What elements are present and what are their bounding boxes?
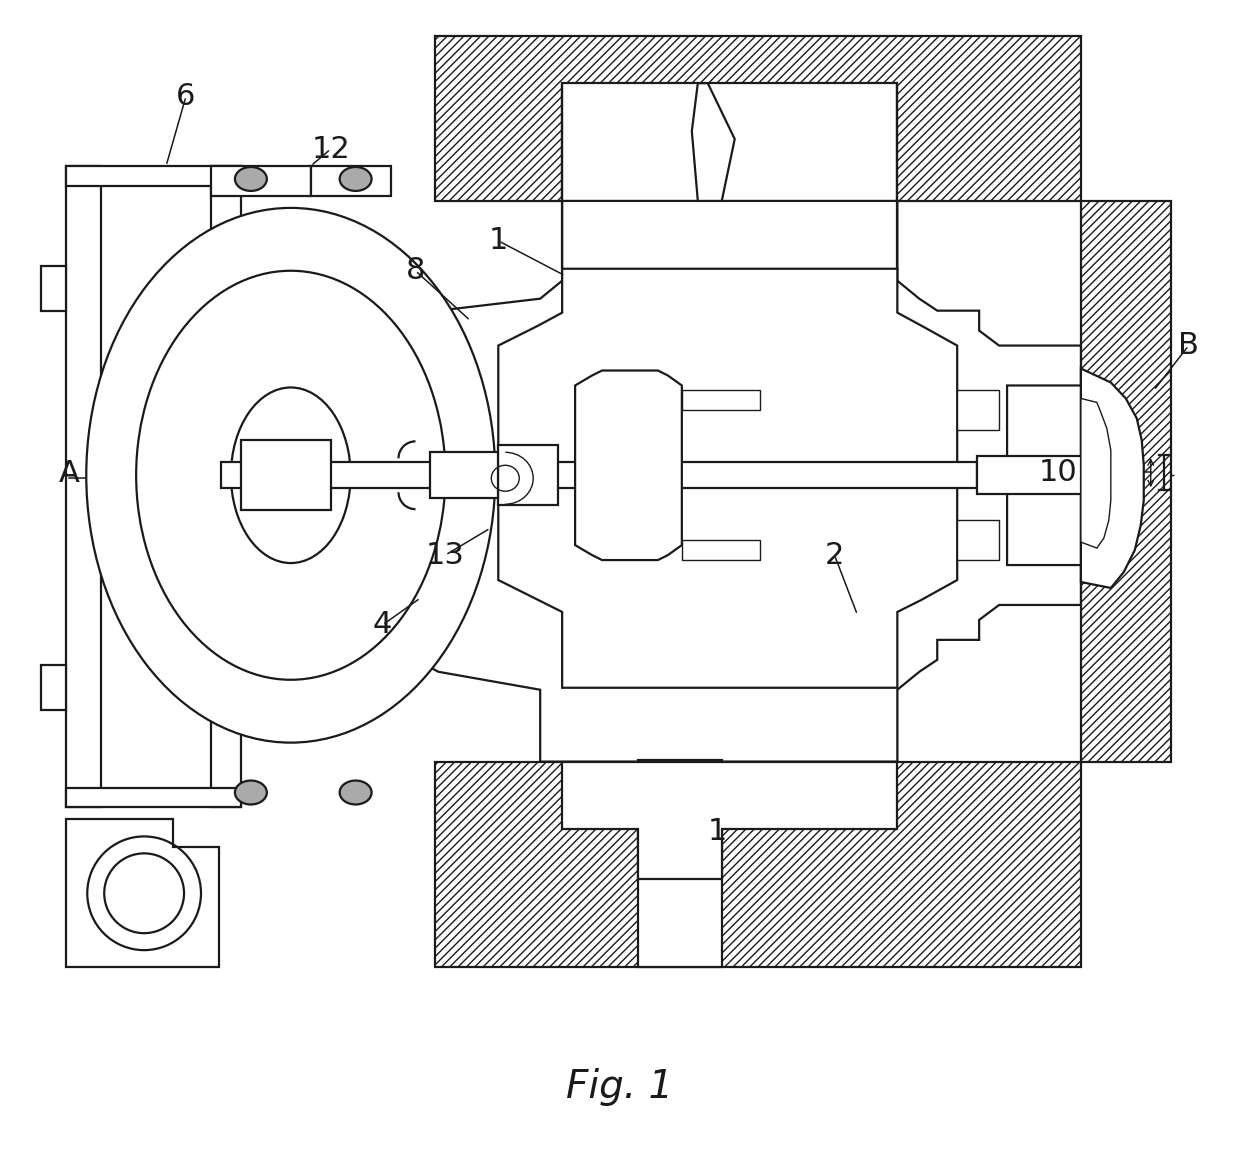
Polygon shape [41,665,66,710]
Polygon shape [66,166,102,808]
Polygon shape [1081,200,1171,762]
Polygon shape [498,445,558,505]
Text: 8: 8 [405,257,425,285]
Text: 1: 1 [489,226,508,255]
Ellipse shape [234,166,267,191]
Text: 1: 1 [708,817,728,846]
Ellipse shape [234,781,267,804]
Text: B: B [1178,331,1199,360]
Polygon shape [682,540,760,560]
Polygon shape [211,166,311,196]
Polygon shape [211,166,241,808]
Polygon shape [1081,368,1143,588]
Polygon shape [1081,398,1111,548]
Polygon shape [637,759,722,967]
Text: Fig. 1: Fig. 1 [567,1068,673,1106]
Text: A: A [58,458,79,488]
Text: 10: 10 [1039,458,1078,486]
Polygon shape [371,200,1081,762]
Polygon shape [221,462,977,489]
Polygon shape [66,166,241,186]
Text: 4: 4 [373,611,392,640]
Polygon shape [692,83,735,200]
Ellipse shape [231,388,351,563]
Polygon shape [562,762,898,879]
Polygon shape [430,452,498,498]
Polygon shape [241,441,331,510]
Polygon shape [977,456,1081,495]
Polygon shape [66,788,241,808]
Polygon shape [435,36,1081,200]
Ellipse shape [87,207,495,743]
Polygon shape [682,390,760,410]
Polygon shape [41,266,66,311]
Polygon shape [957,520,999,560]
Ellipse shape [340,781,372,804]
Polygon shape [575,370,682,560]
Text: 6: 6 [176,82,196,110]
Polygon shape [498,268,957,688]
Polygon shape [66,819,219,967]
Ellipse shape [340,166,372,191]
Text: 13: 13 [427,540,465,570]
Text: 12: 12 [311,135,350,164]
Ellipse shape [136,271,445,680]
Polygon shape [957,390,999,430]
Polygon shape [311,166,391,196]
Polygon shape [435,648,1081,967]
Text: 2: 2 [825,540,844,570]
